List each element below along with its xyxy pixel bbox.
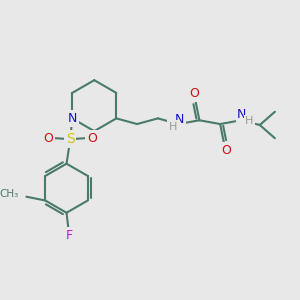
Text: N: N: [175, 113, 184, 126]
Text: S: S: [66, 132, 75, 146]
Text: CH₃: CH₃: [0, 189, 19, 199]
Text: N: N: [237, 108, 247, 121]
Text: H: H: [245, 116, 254, 126]
Text: O: O: [87, 132, 97, 145]
Text: N: N: [68, 112, 77, 125]
Text: O: O: [44, 132, 53, 145]
Text: O: O: [221, 144, 231, 157]
Text: H: H: [169, 122, 177, 132]
Text: O: O: [189, 87, 199, 100]
Text: F: F: [66, 229, 73, 242]
